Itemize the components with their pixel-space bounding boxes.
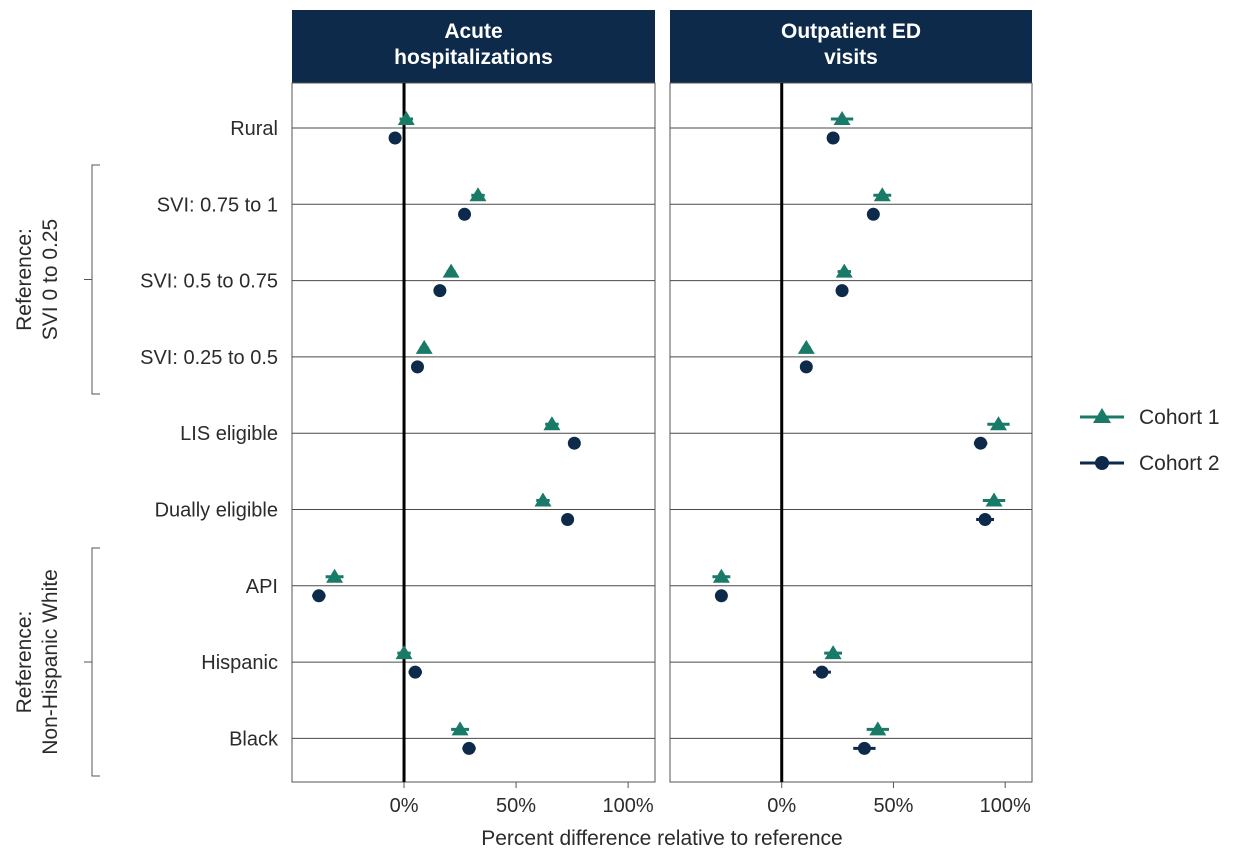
group-bracket <box>84 547 100 777</box>
cohort2-point <box>857 741 871 755</box>
cohort2-point <box>561 513 575 526</box>
cohort2-point <box>567 436 581 450</box>
legend-marker-triangle <box>1093 408 1111 423</box>
group-label-line: Reference: <box>13 611 36 714</box>
cohort2-point <box>978 513 992 526</box>
cohort2-point <box>433 284 447 298</box>
category-label: Hispanic <box>201 652 278 674</box>
legend-label: Cohort 1 <box>1139 406 1220 429</box>
cohort1-point <box>395 645 413 660</box>
x-tick-label: 50% <box>873 795 913 817</box>
category-label: SVI: 0.5 to 0.75 <box>140 271 278 293</box>
cohort1-point <box>835 263 853 278</box>
cohort1-point <box>985 492 1003 507</box>
cohort1-point <box>989 416 1007 431</box>
cohort2-point <box>408 665 422 679</box>
panel-title-line: Outpatient ED <box>781 20 921 43</box>
cohort2-point <box>866 207 880 221</box>
x-tick-label: 100% <box>980 795 1031 817</box>
cohort2-point <box>458 207 472 221</box>
x-tick-label: 0% <box>390 795 419 817</box>
cohort1-point <box>442 263 460 278</box>
group-label-line: Reference: <box>13 228 36 331</box>
category-label: Rural <box>230 118 278 140</box>
cohort1-point <box>469 187 487 202</box>
legend-marker-circle <box>1095 456 1109 470</box>
cohort1-point <box>451 721 469 736</box>
cohort1-point <box>534 492 552 507</box>
legend-label: Cohort 2 <box>1139 452 1220 475</box>
cohort2-point <box>462 741 476 755</box>
panel-title-line: visits <box>824 46 878 69</box>
cohort2-point <box>388 131 402 145</box>
cohort2-point <box>826 131 840 145</box>
cohort1-point <box>326 568 344 583</box>
panel-frame <box>669 82 1033 783</box>
x-axis-title: Percent difference relative to reference <box>481 827 842 850</box>
cohort1-point <box>833 111 851 125</box>
cohort2-point <box>799 360 813 374</box>
category-label: Dually eligible <box>155 500 278 522</box>
cohort1-point <box>397 111 415 125</box>
x-tick-label: 50% <box>496 795 536 817</box>
cohort2-point <box>410 360 424 374</box>
cohort1-point <box>797 339 815 354</box>
cohort2-point <box>974 436 988 450</box>
cohort1-point <box>543 416 561 431</box>
x-tick-label: 0% <box>767 795 796 817</box>
cohort2-point <box>815 665 829 679</box>
category-label: Black <box>229 728 279 750</box>
cohort1-point <box>873 187 891 202</box>
category-label: LIS eligible <box>180 423 278 445</box>
cohort2-point <box>312 589 326 603</box>
panel-header <box>292 10 655 83</box>
panel-title-line: Acute <box>444 20 502 43</box>
group-bracket <box>84 164 100 395</box>
cohort2-point <box>714 589 728 603</box>
panel-frame <box>291 82 656 783</box>
cohort1-point <box>415 339 433 354</box>
panel-header <box>670 10 1032 83</box>
cohort1-point <box>824 645 842 660</box>
category-label: SVI: 0.75 to 1 <box>157 194 278 216</box>
x-tick-label: 100% <box>603 795 654 817</box>
cohort2-point <box>835 284 849 298</box>
panel-title-line: hospitalizations <box>394 46 553 69</box>
group-label-line: SVI 0 to 0.25 <box>39 219 62 340</box>
category-label: SVI: 0.25 to 0.5 <box>140 347 278 369</box>
group-label-line: Non-Hispanic White <box>39 569 62 755</box>
cohort1-point <box>869 721 887 736</box>
cohort1-point <box>712 568 730 583</box>
category-label: API <box>246 576 278 598</box>
